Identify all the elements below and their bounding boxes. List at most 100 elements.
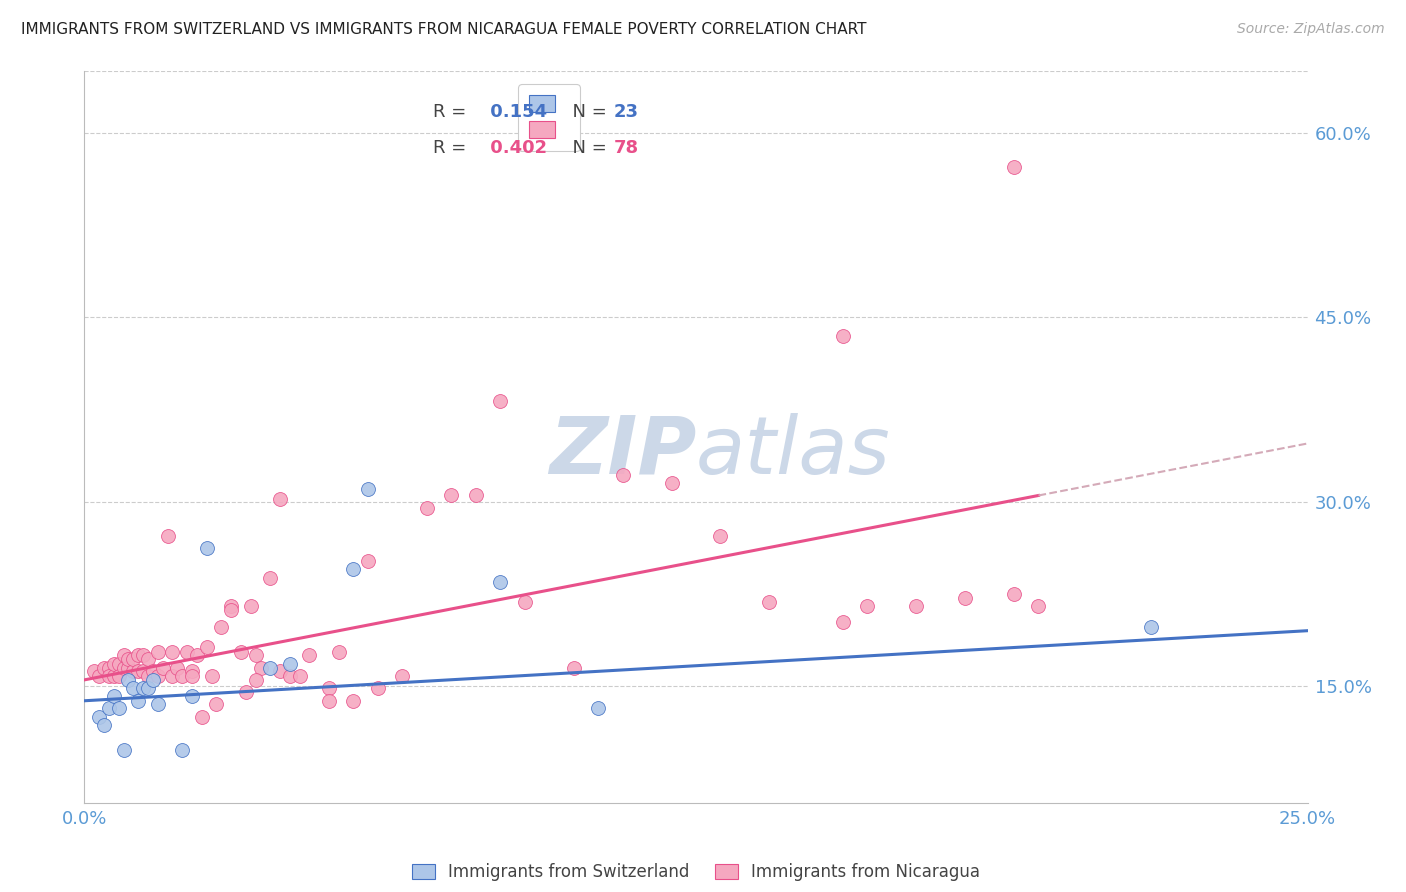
Point bbox=[176, 644, 198, 658]
Point bbox=[93, 660, 115, 674]
Text: ZIP: ZIP bbox=[548, 413, 696, 491]
Point bbox=[661, 476, 683, 491]
Point bbox=[328, 644, 350, 658]
Point bbox=[87, 669, 110, 683]
Point bbox=[107, 657, 129, 671]
Text: 0.402: 0.402 bbox=[484, 139, 547, 157]
Point bbox=[107, 701, 129, 715]
Point bbox=[229, 644, 252, 658]
Point bbox=[181, 665, 204, 679]
Point bbox=[318, 694, 340, 708]
Point bbox=[269, 665, 291, 679]
Point bbox=[905, 599, 928, 613]
Point bbox=[195, 541, 218, 556]
Point bbox=[318, 681, 340, 696]
Point bbox=[112, 660, 135, 674]
Text: R =: R = bbox=[433, 139, 472, 157]
Point bbox=[83, 665, 105, 679]
Point bbox=[191, 710, 214, 724]
Point bbox=[142, 665, 165, 679]
Point bbox=[758, 595, 780, 609]
Point bbox=[219, 599, 242, 613]
Point bbox=[93, 718, 115, 732]
Point bbox=[831, 328, 853, 343]
Point bbox=[259, 660, 281, 674]
Point bbox=[97, 701, 120, 715]
Text: N =: N = bbox=[561, 139, 613, 157]
Point bbox=[195, 640, 218, 654]
Point bbox=[181, 669, 204, 683]
Point bbox=[127, 694, 149, 708]
Point bbox=[146, 698, 169, 712]
Point bbox=[87, 710, 110, 724]
Point bbox=[235, 685, 257, 699]
Point bbox=[117, 660, 139, 674]
Point bbox=[489, 393, 512, 408]
Point bbox=[464, 488, 486, 502]
Point bbox=[103, 657, 125, 671]
Point bbox=[1028, 599, 1050, 613]
Point bbox=[249, 660, 271, 674]
Point bbox=[205, 698, 228, 712]
Point bbox=[239, 599, 262, 613]
Point bbox=[132, 648, 155, 663]
Point bbox=[136, 681, 159, 696]
Point bbox=[162, 644, 184, 658]
Point bbox=[122, 652, 145, 666]
Text: N =: N = bbox=[561, 103, 613, 120]
Text: IMMIGRANTS FROM SWITZERLAND VS IMMIGRANTS FROM NICARAGUA FEMALE POVERTY CORRELAT: IMMIGRANTS FROM SWITZERLAND VS IMMIGRANT… bbox=[21, 22, 866, 37]
Point bbox=[367, 681, 389, 696]
Point bbox=[245, 673, 267, 687]
Text: atlas: atlas bbox=[696, 413, 891, 491]
Point bbox=[112, 743, 135, 757]
Text: 23: 23 bbox=[614, 103, 638, 120]
Point bbox=[357, 483, 380, 497]
Point bbox=[440, 488, 463, 502]
Point bbox=[357, 554, 380, 568]
Point bbox=[117, 673, 139, 687]
Point bbox=[200, 669, 222, 683]
Point bbox=[709, 529, 731, 543]
Text: Source: ZipAtlas.com: Source: ZipAtlas.com bbox=[1237, 22, 1385, 37]
Point bbox=[245, 648, 267, 663]
Point bbox=[1002, 160, 1025, 174]
Point bbox=[146, 669, 169, 683]
Point bbox=[298, 648, 321, 663]
Point bbox=[132, 681, 155, 696]
Point bbox=[172, 743, 194, 757]
Point bbox=[142, 673, 165, 687]
Legend: Immigrants from Switzerland, Immigrants from Nicaragua: Immigrants from Switzerland, Immigrants … bbox=[404, 855, 988, 889]
Point bbox=[1140, 620, 1163, 634]
Point bbox=[122, 681, 145, 696]
Point bbox=[166, 660, 188, 674]
Point bbox=[186, 648, 208, 663]
Point bbox=[269, 492, 291, 507]
Point bbox=[97, 669, 120, 683]
Point bbox=[181, 689, 204, 703]
Point bbox=[612, 467, 634, 482]
Point bbox=[127, 648, 149, 663]
Point bbox=[562, 660, 585, 674]
Point bbox=[97, 660, 120, 674]
Point bbox=[127, 665, 149, 679]
Point bbox=[288, 669, 311, 683]
Point bbox=[259, 571, 281, 585]
Point bbox=[513, 595, 536, 609]
Point bbox=[278, 669, 301, 683]
Point bbox=[132, 665, 155, 679]
Point bbox=[112, 648, 135, 663]
Point bbox=[391, 669, 413, 683]
Point bbox=[489, 574, 512, 589]
Point bbox=[342, 694, 364, 708]
Point bbox=[152, 660, 174, 674]
Point bbox=[219, 603, 242, 617]
Point bbox=[172, 669, 194, 683]
Point bbox=[107, 669, 129, 683]
Text: 78: 78 bbox=[614, 139, 640, 157]
Point bbox=[953, 591, 976, 605]
Point bbox=[586, 701, 609, 715]
Point bbox=[162, 669, 184, 683]
Point bbox=[416, 500, 439, 515]
Text: R =: R = bbox=[433, 103, 472, 120]
Point bbox=[136, 652, 159, 666]
